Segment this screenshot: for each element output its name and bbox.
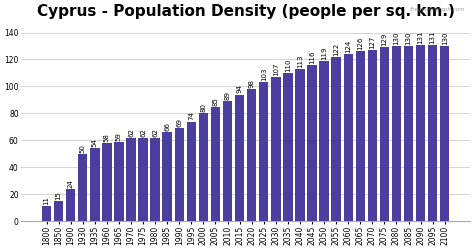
- Title: Cyprus - Population Density (people per sq. km.): Cyprus - Population Density (people per …: [36, 4, 455, 19]
- Text: 119: 119: [321, 46, 327, 60]
- Bar: [392, 46, 401, 221]
- Text: 130: 130: [406, 31, 411, 45]
- Bar: [187, 122, 196, 221]
- Text: 110: 110: [285, 58, 291, 72]
- Text: 94: 94: [237, 85, 243, 93]
- Text: 50: 50: [80, 144, 86, 153]
- Text: 122: 122: [333, 42, 339, 56]
- Bar: [126, 138, 136, 221]
- Bar: [223, 101, 232, 221]
- Bar: [235, 95, 244, 221]
- Text: 98: 98: [249, 79, 255, 88]
- Text: 59: 59: [116, 132, 122, 141]
- Bar: [42, 206, 51, 221]
- Bar: [174, 128, 184, 221]
- Text: 89: 89: [225, 91, 230, 100]
- Bar: [404, 46, 413, 221]
- Bar: [102, 143, 111, 221]
- Text: 116: 116: [309, 50, 315, 64]
- Bar: [66, 189, 75, 221]
- Text: 62: 62: [140, 128, 146, 137]
- Bar: [247, 89, 256, 221]
- Text: 80: 80: [201, 103, 206, 112]
- Bar: [380, 47, 389, 221]
- Bar: [319, 61, 329, 221]
- Text: 127: 127: [369, 36, 375, 49]
- Text: 62: 62: [152, 128, 158, 137]
- Text: 130: 130: [442, 31, 448, 45]
- Text: 15: 15: [55, 191, 62, 200]
- Bar: [259, 82, 268, 221]
- Bar: [114, 142, 124, 221]
- Bar: [283, 73, 292, 221]
- Text: 66: 66: [164, 122, 170, 131]
- Bar: [90, 148, 100, 221]
- Text: 113: 113: [297, 54, 303, 68]
- Bar: [271, 77, 281, 221]
- Bar: [150, 138, 160, 221]
- Text: 54: 54: [92, 139, 98, 147]
- Text: 69: 69: [176, 118, 182, 127]
- Text: 74: 74: [188, 112, 194, 121]
- Text: 24: 24: [68, 179, 73, 188]
- Bar: [54, 201, 64, 221]
- Text: 85: 85: [212, 97, 219, 106]
- Text: 131: 131: [429, 30, 436, 44]
- Text: 11: 11: [44, 196, 49, 205]
- Bar: [356, 51, 365, 221]
- Bar: [78, 154, 87, 221]
- Bar: [138, 138, 148, 221]
- Text: 58: 58: [104, 133, 110, 142]
- Text: theglobalgraph.com: theglobalgraph.com: [409, 7, 465, 12]
- Text: 103: 103: [261, 68, 267, 81]
- Bar: [307, 65, 317, 221]
- Bar: [440, 46, 449, 221]
- Bar: [163, 132, 172, 221]
- Bar: [368, 50, 377, 221]
- Text: 107: 107: [273, 62, 279, 76]
- Text: 124: 124: [345, 40, 351, 53]
- Text: 129: 129: [382, 33, 387, 46]
- Bar: [199, 113, 208, 221]
- Text: 126: 126: [357, 37, 363, 50]
- Bar: [428, 45, 438, 221]
- Bar: [211, 107, 220, 221]
- Bar: [295, 69, 305, 221]
- Text: 130: 130: [393, 31, 400, 45]
- Text: 62: 62: [128, 128, 134, 137]
- Bar: [331, 57, 341, 221]
- Text: 131: 131: [418, 30, 424, 44]
- Bar: [416, 45, 425, 221]
- Bar: [344, 54, 353, 221]
